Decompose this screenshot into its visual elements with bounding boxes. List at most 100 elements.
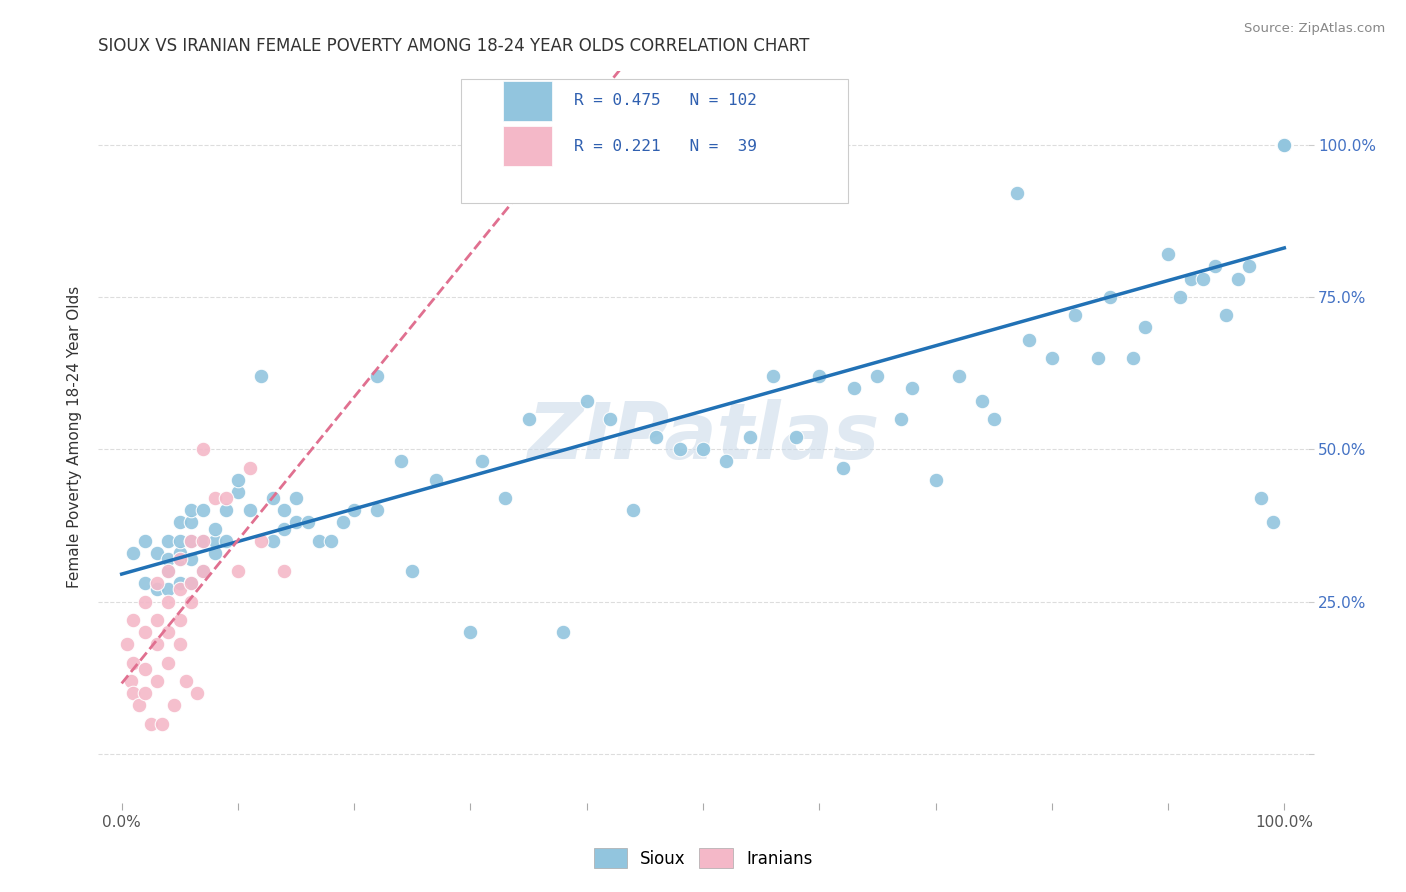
Point [122,546,145,560]
Point [471,454,494,468]
Point [273,564,295,578]
Point [285,491,308,505]
Point [983,412,1005,426]
Point [169,516,191,530]
Point [191,503,214,517]
Point [1239,260,1261,274]
Point [215,491,238,505]
Point [163,698,186,713]
Point [389,454,412,468]
Point [1272,137,1295,152]
FancyBboxPatch shape [503,81,551,121]
Point [924,473,946,487]
Point [1204,260,1226,274]
Point [716,454,738,468]
Point [122,613,145,627]
Point [308,533,330,548]
Point [1168,290,1191,304]
Point [145,613,167,627]
Point [517,412,540,426]
Point [191,442,214,457]
Point [157,625,180,640]
Text: R = 0.475   N = 102: R = 0.475 N = 102 [574,94,756,109]
Y-axis label: Female Poverty Among 18-24 Year Olds: Female Poverty Among 18-24 Year Olds [67,286,83,588]
Point [1272,137,1295,152]
Point [343,503,366,517]
Point [204,533,226,548]
FancyBboxPatch shape [503,126,551,167]
Point [145,582,167,597]
Point [169,546,191,560]
Point [157,564,180,578]
Point [169,576,191,591]
Point [120,673,142,688]
Point [128,698,150,713]
Point [1180,271,1202,285]
Point [297,516,319,530]
Point [621,503,644,517]
Point [191,564,214,578]
Point [157,594,180,608]
Point [273,503,295,517]
Point [204,491,226,505]
Point [285,516,308,530]
Point [174,673,197,688]
Point [145,637,167,651]
Point [215,503,238,517]
Point [738,430,761,444]
Point [1122,351,1144,365]
Point [157,552,180,566]
Point [262,533,284,548]
Point [180,552,202,566]
Point [169,552,191,566]
Point [262,491,284,505]
Point [239,503,262,517]
Point [169,613,191,627]
Point [970,393,993,408]
Point [668,442,690,457]
Point [948,369,970,384]
Point [1272,137,1295,152]
Point [215,533,238,548]
Point [1005,186,1028,201]
Point [366,369,388,384]
Point [204,546,226,560]
Point [808,369,831,384]
Point [1272,137,1295,152]
Point [1133,320,1156,334]
Point [191,564,214,578]
Point [122,656,145,670]
Point [134,662,156,676]
FancyBboxPatch shape [461,78,848,203]
Point [692,442,714,457]
Point [1040,351,1063,365]
Point [494,491,516,505]
Text: R = 0.221   N =  39: R = 0.221 N = 39 [574,139,756,153]
Point [599,412,621,426]
Point [1226,271,1249,285]
Point [1272,137,1295,152]
Point [1087,351,1109,365]
Point [186,686,208,700]
Point [366,503,388,517]
Point [180,576,202,591]
Point [157,582,180,597]
Point [575,393,598,408]
Point [226,485,249,500]
Point [134,686,156,700]
Point [180,533,202,548]
Point [645,430,668,444]
Point [1192,271,1215,285]
Point [1272,137,1295,152]
Point [785,430,807,444]
Text: Source: ZipAtlas.com: Source: ZipAtlas.com [1244,22,1385,36]
Point [169,582,191,597]
Point [762,369,785,384]
Point [145,576,167,591]
Point [1064,308,1087,322]
Point [866,369,889,384]
Point [226,473,249,487]
Point [191,533,214,548]
Point [180,516,202,530]
Text: ZIPatlas: ZIPatlas [527,399,879,475]
